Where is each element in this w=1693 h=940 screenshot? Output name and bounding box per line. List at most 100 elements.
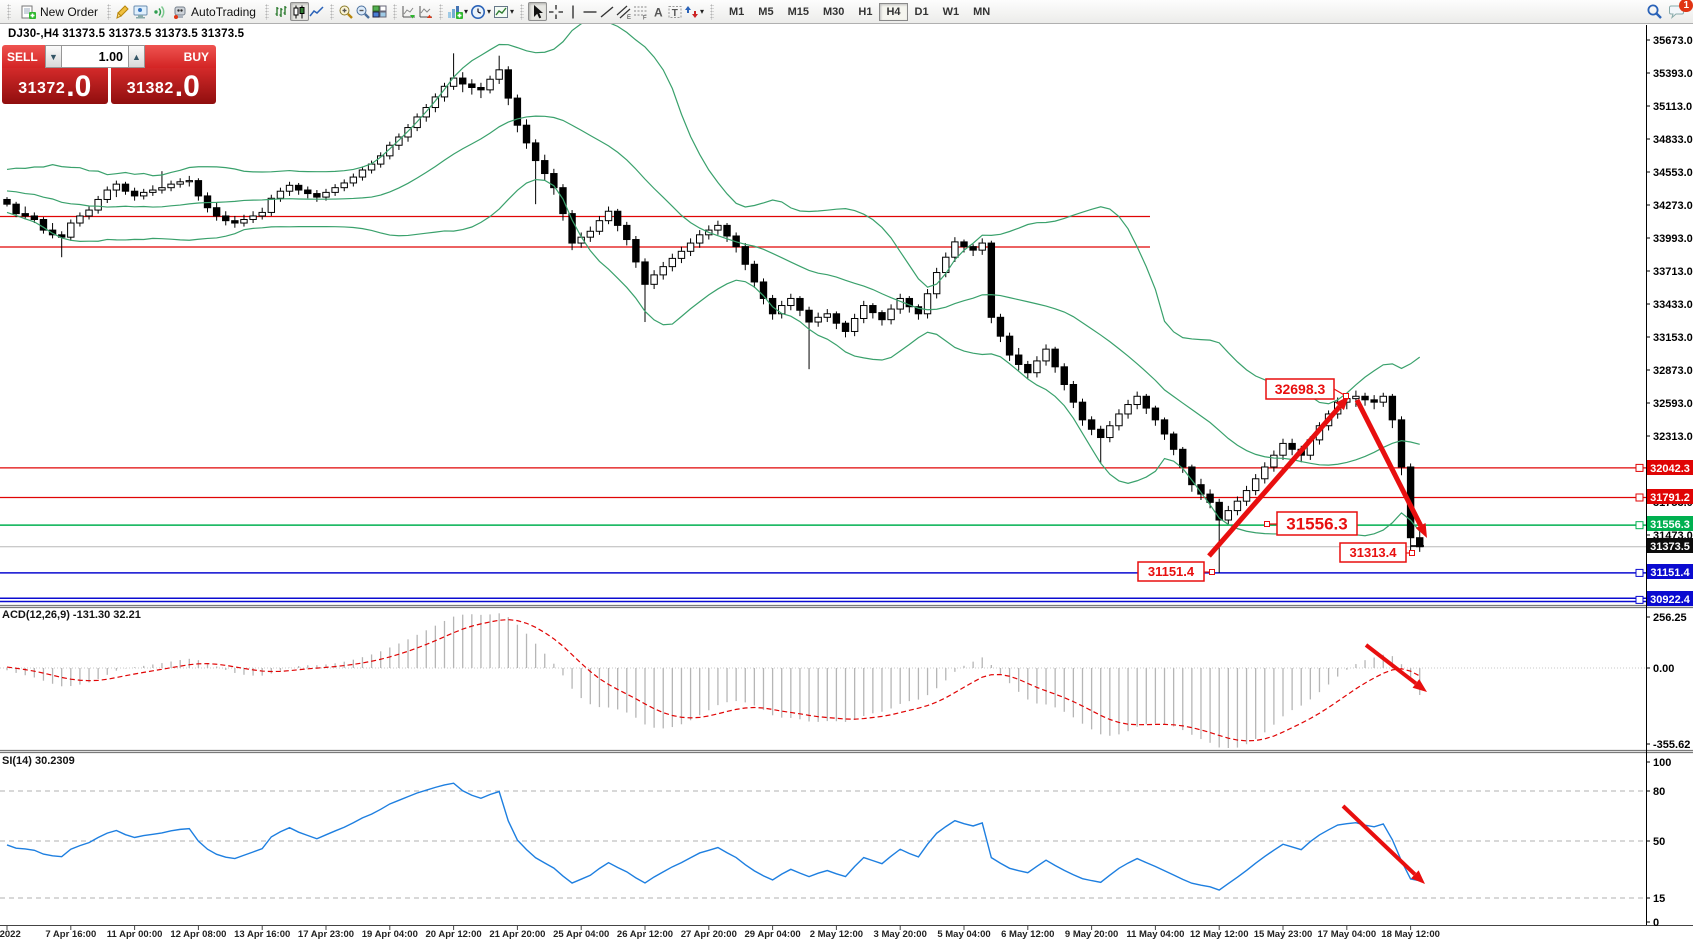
pane-frames — [0, 25, 1693, 926]
trendline-tool-icon[interactable] — [598, 3, 615, 20]
annotation-arrow — [1364, 643, 1418, 686]
arrows-tool-icon[interactable] — [683, 3, 700, 20]
svg-text:33433.0: 33433.0 — [1653, 299, 1693, 311]
time-label: 15 May 23:00 — [1253, 929, 1313, 940]
bollinger-lower — [6, 178, 1421, 537]
price-callout — [1276, 511, 1358, 536]
sell-button[interactable]: SELL — [2, 45, 45, 68]
svg-text:35673.0: 35673.0 — [1653, 35, 1693, 47]
toolbar-grip — [264, 3, 269, 20]
svg-text:-355.62: -355.62 — [1653, 739, 1690, 751]
indicators-icon[interactable] — [447, 3, 464, 20]
line-chart-mode-icon[interactable] — [309, 3, 326, 20]
price-callout — [1339, 542, 1407, 563]
new-order-icon — [20, 3, 37, 20]
zoom-out-icon[interactable] — [355, 3, 372, 20]
macd-pane — [0, 613, 1646, 748]
annotation-arrow — [1341, 804, 1417, 876]
sell-price[interactable]: 31372 .0 — [2, 68, 108, 104]
svg-text:100: 100 — [1653, 757, 1671, 769]
vertical-line-tool-icon[interactable] — [564, 3, 581, 20]
autotrading-button[interactable]: AutoTrading — [166, 1, 261, 23]
periods-dropdown-caret[interactable]: ▾ — [486, 7, 491, 16]
timeframe-m5[interactable]: M5 — [758, 5, 774, 18]
tile-windows-icon[interactable] — [372, 3, 389, 20]
chart-canvas[interactable]: 35673.0 35393.0 35113.0 34833.0 34553.0 34273… — [0, 24, 1693, 940]
sell-price-main: 31372 — [18, 80, 66, 97]
arrows-dropdown-caret[interactable]: ▾ — [700, 7, 705, 16]
templates-dropdown-caret[interactable]: ▾ — [509, 7, 514, 16]
time-label: 25 Apr 04:00 — [553, 929, 610, 940]
svg-text:35113.0: 35113.0 — [1653, 101, 1692, 113]
annotation-arrow — [1354, 398, 1423, 527]
time-label: 27 Apr 20:00 — [680, 929, 737, 940]
svg-text:34273.0: 34273.0 — [1653, 200, 1693, 212]
time-axis-ticks — [6, 925, 1412, 930]
signal-icon[interactable] — [149, 3, 166, 20]
fibonacci-tool-icon[interactable]: F — [632, 3, 649, 20]
timeframe-m15[interactable]: M15 — [787, 5, 809, 18]
rsi-indicator-label: SI(14) 30.2309 — [2, 755, 75, 767]
search-icon[interactable] — [1646, 3, 1663, 20]
volume-increase-button[interactable]: ▲ — [128, 45, 145, 68]
svg-text:31151.4: 31151.4 — [1650, 567, 1690, 579]
text-label-tool-icon[interactable]: T — [666, 3, 683, 20]
buy-button[interactable]: BUY — [145, 45, 216, 68]
buy-price-frac: .0 — [174, 70, 200, 103]
time-label: 18 May 12:00 — [1381, 929, 1440, 940]
indicators-dropdown-caret[interactable]: ▾ — [463, 7, 468, 16]
chat-icon[interactable]: 1 — [1669, 0, 1693, 20]
timeframe-m30[interactable]: M30 — [822, 5, 845, 18]
svg-text:50: 50 — [1653, 836, 1665, 848]
horizontal-line-tool-icon[interactable] — [581, 3, 598, 20]
timeframe-d1[interactable]: D1 — [914, 5, 929, 18]
price-axis[interactable]: 35673.0 35393.0 35113.0 34833.0 34553.0 34273… — [1646, 35, 1693, 929]
price-callout — [1265, 378, 1335, 400]
svg-text:35393.0: 35393.0 — [1653, 68, 1693, 80]
templates-icon[interactable] — [493, 3, 510, 20]
time-label: 21 Apr 20:00 — [489, 929, 546, 940]
autotrading-label: AutoTrading — [191, 4, 256, 19]
timeframe-m1[interactable]: M1 — [729, 5, 745, 18]
bollinger-middle — [6, 115, 1420, 466]
timeframe-h4[interactable]: H4 — [879, 2, 908, 21]
time-axis[interactable]: r 2022 7 Apr 16:00 11 Apr 00:00 12 Apr 08:0… — [0, 927, 1646, 940]
toolbar-right-group: 1 — [1646, 0, 1693, 20]
new-order-button[interactable]: New Order — [15, 1, 103, 23]
time-label: 11 May 04:00 — [1126, 929, 1185, 940]
auto-scroll-icon[interactable] — [401, 3, 418, 20]
time-label: 7 Apr 16:00 — [45, 929, 97, 940]
svg-text:31151.4: 31151.4 — [1148, 564, 1195, 579]
toolbar-grip — [392, 3, 397, 20]
one-click-trading-panel[interactable]: SELL ▼ ▲ BUY 31372 .0 31382 .0 — [2, 45, 216, 104]
chart-title: DJ30-,H4 31373.5 31373.5 31373.5 31373.5 — [8, 28, 245, 40]
svg-text:32698.3: 32698.3 — [1275, 381, 1326, 397]
time-label: 3 May 20:00 — [873, 929, 927, 940]
candlestick-mode-icon[interactable] — [289, 2, 309, 21]
svg-text:33713.0: 33713.0 — [1653, 266, 1693, 278]
svg-text:34833.0: 34833.0 — [1653, 134, 1693, 146]
cursor-tool-icon[interactable] — [528, 2, 547, 21]
volume-decrease-button[interactable]: ▼ — [45, 45, 62, 68]
timeframe-w1[interactable]: W1 — [942, 5, 960, 18]
crosshair-tool-icon[interactable] — [547, 3, 564, 20]
toolbar-grip — [520, 3, 524, 20]
broom-icon[interactable] — [115, 3, 132, 20]
equidistant-channel-tool-icon[interactable]: E — [615, 3, 632, 20]
svg-text:32042.3: 32042.3 — [1650, 463, 1690, 475]
chart-shift-icon[interactable] — [418, 3, 435, 20]
candles-layer — [3, 53, 1424, 573]
periods-clock-icon[interactable] — [470, 3, 487, 20]
volume-input[interactable] — [62, 45, 128, 68]
buy-price[interactable]: 31382 .0 — [110, 68, 216, 104]
svg-text:E: E — [627, 15, 631, 20]
time-label: 26 Apr 12:00 — [616, 929, 674, 940]
bar-chart-mode-icon[interactable] — [273, 3, 290, 20]
time-label: 12 May 12:00 — [1189, 929, 1249, 940]
timeframe-mn[interactable]: MN — [973, 5, 991, 18]
zoom-in-icon[interactable] — [338, 3, 355, 20]
terminal-icon[interactable] — [132, 3, 149, 20]
svg-text:F: F — [643, 15, 647, 20]
timeframe-h1[interactable]: H1 — [858, 5, 873, 18]
text-tool-icon[interactable]: A — [649, 3, 666, 20]
